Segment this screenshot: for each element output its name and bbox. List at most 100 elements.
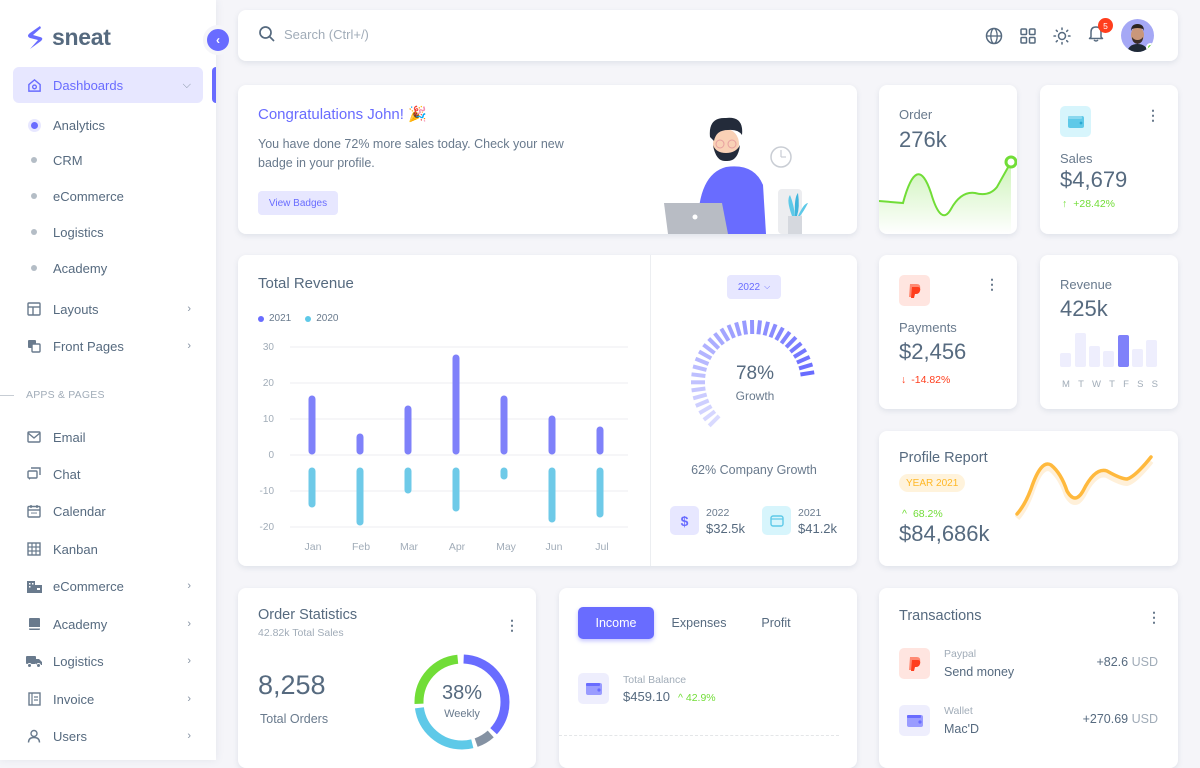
year-select-dropdown[interactable]: 2022⌵ [727, 275, 781, 299]
view-badges-button[interactable]: View Badges [258, 191, 338, 215]
legend-label: 2020 [316, 313, 338, 324]
online-status-dot [1146, 43, 1154, 52]
sales-card: ⋮ Sales $4,679 ↑+28.42% [1040, 85, 1178, 234]
sidebar-item-label: Kanban [53, 542, 98, 557]
sidebar: sneat ‹ Dashboards ⌵ Analytics CRM eComm… [0, 0, 216, 760]
search-bar[interactable]: Search (Ctrl+/) [258, 25, 369, 43]
welcome-text: You have done 72% more sales today. Chec… [258, 135, 564, 173]
profile-change: ^68.2% [902, 508, 943, 520]
year-select-value: 2022 [738, 282, 760, 293]
sun-icon[interactable] [1053, 27, 1071, 45]
welcome-text-line: You have done 72% more sales today. Chec… [258, 135, 564, 154]
more-options-icon[interactable]: ⋮ [1146, 107, 1158, 124]
transaction-source: Paypal [944, 648, 976, 660]
chevron-left-icon: ‹ [216, 33, 220, 47]
tab-profit[interactable]: Profit [747, 607, 805, 639]
wallet-icon [1060, 106, 1091, 137]
more-options-icon[interactable]: ⋮ [505, 617, 517, 634]
stat-2021-year: 2021 [798, 507, 821, 519]
svg-text:May: May [496, 541, 517, 553]
notifications-button[interactable]: 5 [1087, 24, 1105, 47]
sidebar-item-chat[interactable]: Chat [13, 456, 203, 492]
sidebar-item-label: Logistics [53, 654, 104, 669]
sidebar-item-label: Layouts [53, 302, 99, 317]
stat-2022-value: $32.5k [706, 521, 745, 536]
tab-income[interactable]: Income [578, 607, 654, 639]
payments-label: Payments [899, 320, 957, 335]
user-avatar[interactable] [1121, 19, 1154, 52]
section-header: APPS & PAGES [0, 389, 105, 401]
arrow-down-icon: ↓ [901, 374, 906, 386]
svg-text:Jul: Jul [595, 541, 608, 553]
order-card: Order 276k [879, 85, 1017, 234]
welcome-title: Congratulations John! 🎉 [258, 105, 427, 123]
man-with-laptop-illustration [658, 115, 838, 234]
more-options-icon[interactable]: ⋮ [985, 276, 997, 293]
wallet-icon [762, 506, 791, 535]
transaction-source: Wallet [944, 705, 973, 717]
sidebar-item-label: Dashboards [53, 78, 123, 93]
svg-text:-10: -10 [260, 486, 275, 497]
search-input[interactable]: Search (Ctrl+/) [284, 27, 369, 42]
apps-grid-icon[interactable] [1019, 27, 1037, 45]
dollar-icon: $ [670, 506, 699, 535]
mail-icon [26, 429, 42, 445]
sidebar-subitem-analytics[interactable]: Analytics [13, 110, 203, 140]
brand-logo[interactable]: sneat [26, 24, 111, 51]
sidebar-item-front-pages[interactable]: Front Pages › [13, 328, 203, 364]
more-options-icon[interactable]: ⋮ [1147, 609, 1159, 626]
legend-item-2021[interactable]: 2021 [258, 313, 291, 324]
search-icon [258, 25, 276, 43]
sidebar-subitem-ecommerce[interactable]: eCommerce [13, 181, 203, 211]
sidebar-item-calendar[interactable]: Calendar [13, 493, 203, 529]
transaction-desc: Mac'D [944, 722, 979, 736]
wallet-icon [899, 705, 930, 736]
total-revenue-title: Total Revenue [258, 275, 354, 292]
sidebar-item-label: Invoice [53, 692, 94, 707]
total-orders-value: 8,258 [258, 670, 326, 701]
balance-row: $459.10 ^ 42.9% [623, 689, 716, 704]
sidebar-item-kanban[interactable]: Kanban [13, 531, 203, 567]
sidebar-item-label: Users [53, 729, 87, 744]
wallet-icon [578, 673, 609, 704]
sidebar-item-label: Academy [53, 261, 107, 276]
svg-text:Jan: Jan [305, 541, 322, 553]
sidebar-item-label: Front Pages [53, 339, 124, 354]
sidebar-subitem-academy[interactable]: Academy [13, 253, 203, 283]
globe-icon[interactable] [985, 27, 1003, 45]
payments-change-value: -14.82% [911, 374, 950, 386]
sidebar-subitem-logistics[interactable]: Logistics [13, 217, 203, 247]
sales-change-value: +28.42% [1073, 198, 1115, 210]
transaction-row[interactable]: Wallet Mac'D +270.69 USD [899, 703, 1158, 743]
sidebar-item-ecommerce[interactable]: eCommerce › [13, 568, 203, 604]
chevron-down-icon: ⌵ [183, 79, 191, 92]
sidebar-item-academy[interactable]: Academy › [13, 606, 203, 642]
sidebar-subitem-crm[interactable]: CRM [13, 145, 203, 175]
sidebar-item-label: eCommerce [53, 189, 124, 204]
chevron-right-icon: › [187, 580, 191, 592]
sales-value: $4,679 [1060, 167, 1127, 193]
company-growth: 62% Company Growth [651, 463, 857, 477]
svg-text:30: 30 [263, 342, 275, 353]
top-navbar: Search (Ctrl+/) 5 [238, 10, 1178, 61]
sidebar-item-invoice[interactable]: Invoice › [13, 681, 203, 717]
tab-expenses[interactable]: Expenses [659, 607, 739, 639]
year-badge: YEAR 2021 [899, 474, 965, 492]
sidebar-item-label: Chat [53, 467, 80, 482]
sidebar-item-logistics[interactable]: Logistics › [13, 643, 203, 679]
svg-text:Jun: Jun [546, 541, 563, 553]
svg-text:0: 0 [268, 450, 274, 461]
collapse-sidebar-button[interactable]: ‹ [203, 25, 233, 55]
sidebar-item-users[interactable]: Users › [13, 718, 203, 754]
svg-text:10: 10 [263, 414, 275, 425]
sidebar-item-dashboards[interactable]: Dashboards ⌵ [13, 67, 203, 103]
transaction-row[interactable]: Paypal Send money +82.6 USD [899, 646, 1158, 686]
stat-2021-value: $41.2k [798, 521, 837, 536]
legend-item-2020[interactable]: 2020 [305, 313, 338, 324]
book-icon [26, 616, 42, 632]
sneat-logo-icon [26, 25, 44, 50]
sidebar-item-email[interactable]: Email [13, 419, 203, 455]
truck-icon [26, 653, 42, 669]
sidebar-item-layouts[interactable]: Layouts › [13, 291, 203, 327]
